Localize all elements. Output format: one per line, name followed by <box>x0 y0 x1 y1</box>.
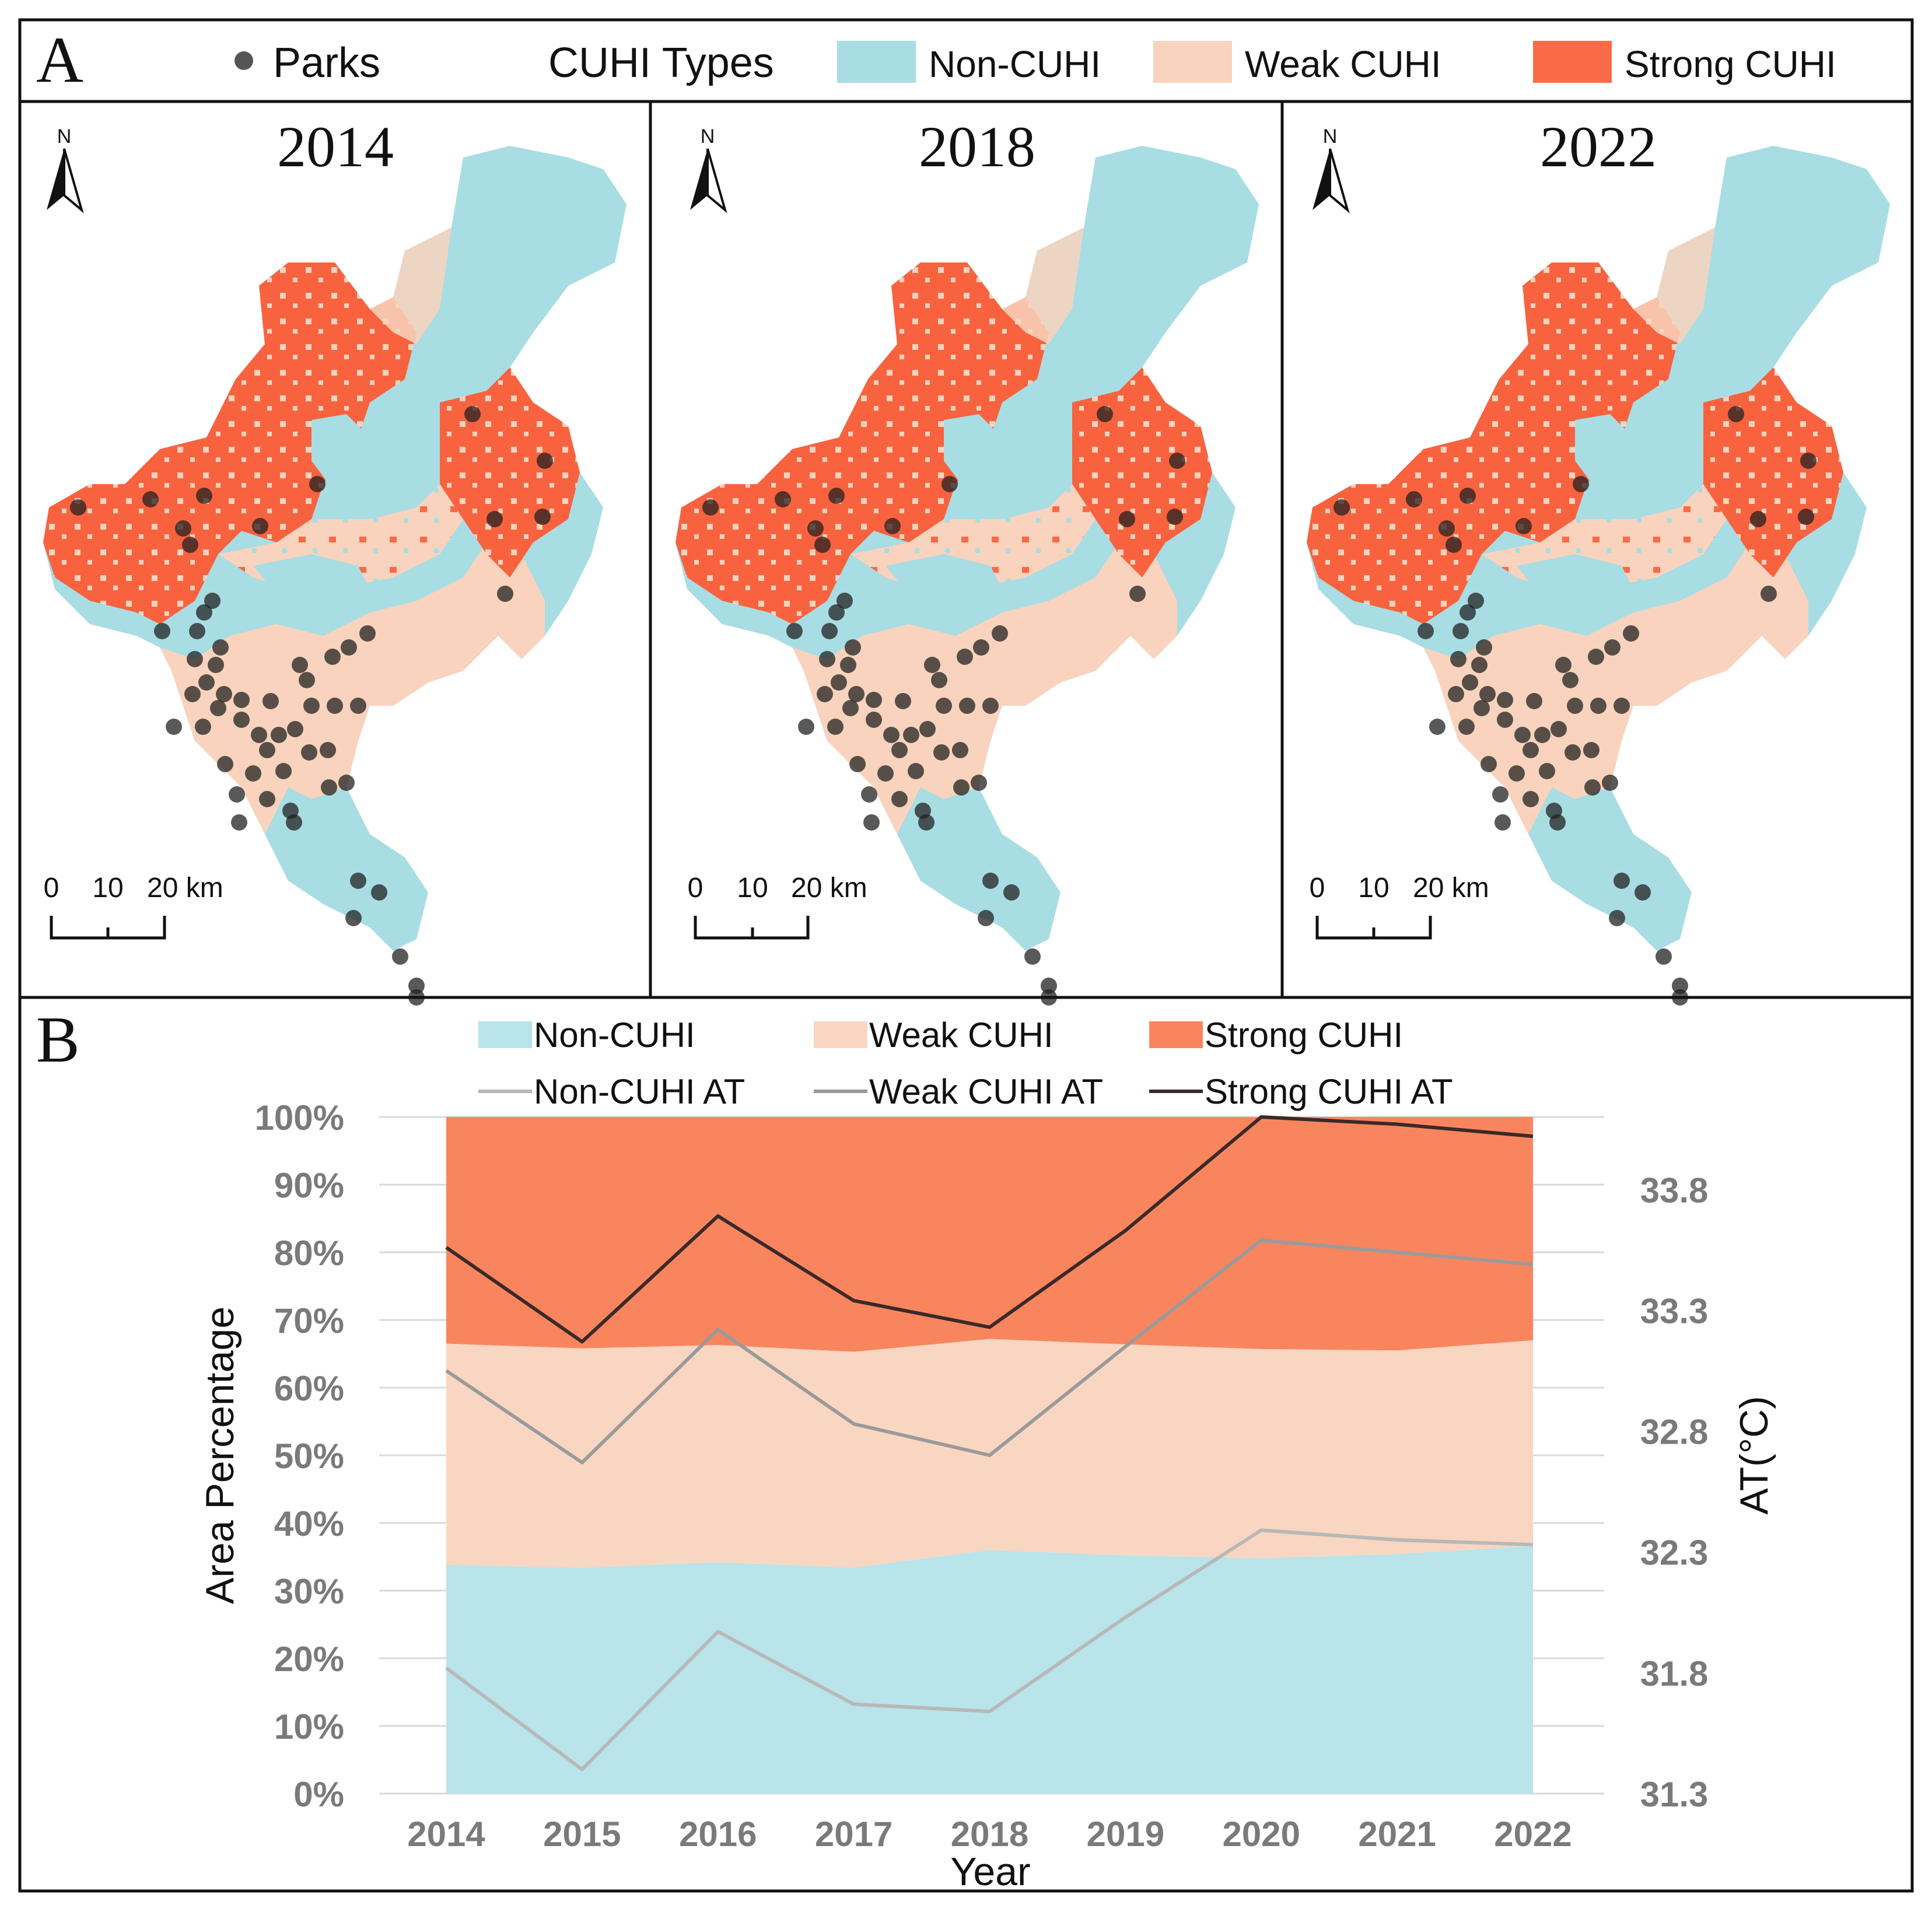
north-label-2022: N <box>1323 125 1338 148</box>
y-tick-label: 0% <box>293 1775 344 1814</box>
legend-label-weak-cuhi: Weak CUHI <box>1245 43 1441 85</box>
legend-label: Weak CUHI AT <box>869 1072 1103 1111</box>
line-layer <box>445 1115 1534 1771</box>
y2-tick-label: 32.8 <box>1640 1413 1709 1452</box>
x-tick-label: 2014 <box>407 1815 485 1854</box>
scale-tick-10-2022: 10 <box>1358 873 1389 904</box>
x-tick-label: 2021 <box>1358 1815 1436 1854</box>
north-label-2014: N <box>57 125 72 148</box>
map-year-2022: 2022 <box>1540 114 1657 179</box>
panel-a: A Parks CUHI Types Non-CUHI Weak CUHI St… <box>18 18 1914 1006</box>
axis-layer: 0% 10% 20% 30% 40% 50% 60% 70% 80% 90% 100% 31.3 31.… <box>255 1098 1709 1854</box>
y2-axis-title: AT(°C) <box>1732 1396 1776 1514</box>
north-label-2018: N <box>701 125 715 148</box>
y-tick-label: 30% <box>274 1572 344 1611</box>
panel-b-label: B <box>36 1004 80 1076</box>
parks-legend-label: Parks <box>273 40 380 86</box>
legend-swatch-strong-cuhi <box>1533 41 1612 83</box>
y-tick-label: 90% <box>274 1166 344 1205</box>
x-tick-label: 2022 <box>1494 1815 1572 1854</box>
y-tick-label: 40% <box>274 1504 344 1543</box>
legend-swatch-weak-cuhi <box>1153 41 1232 83</box>
map-2022: 2022 N 0 10 20 km <box>1307 114 1890 1006</box>
map-year-2014: 2014 <box>277 114 394 179</box>
map-2014: 2014 N 0 10 20 km <box>43 114 626 1006</box>
y-tick-label: 20% <box>274 1640 344 1679</box>
chart-legend: Non-CUHI Weak CUHI Strong CUHI Non-CUHI AT W… <box>478 1015 1453 1111</box>
legend-label-non-cuhi: Non-CUHI <box>929 43 1101 85</box>
y-tick-label: 10% <box>274 1707 344 1746</box>
panel-b: B Non-CUHI Weak CUHI Strong CUHI Non-CUHI A… <box>18 996 1914 1894</box>
y-tick-label: 100% <box>255 1098 344 1137</box>
y2-tick-label: 33.8 <box>1640 1171 1709 1210</box>
area-strong-cuhi <box>446 1117 1533 1352</box>
scale-bar-2022 <box>1315 916 1432 940</box>
x-tick-label: 2015 <box>543 1815 621 1854</box>
north-arrow-icon <box>690 148 727 213</box>
y-tick-label: 70% <box>274 1301 344 1340</box>
scale-tick-10-2014: 10 <box>92 873 123 904</box>
y-tick-label: 80% <box>274 1234 344 1273</box>
y2-tick-label: 31.8 <box>1640 1654 1709 1693</box>
x-tick-label: 2018 <box>951 1815 1028 1854</box>
scale-tick-20-2018: 20 km <box>791 873 867 904</box>
x-tick-label: 2019 <box>1087 1815 1164 1854</box>
legend-swatch <box>814 1021 867 1048</box>
scale-bar-2018 <box>694 916 810 940</box>
y2-tick-label: 31.3 <box>1640 1775 1709 1814</box>
map-2018: 2018 N 0 10 20 km <box>676 114 1259 1006</box>
panel-a-label: A <box>36 24 83 96</box>
x-tick-label: 2016 <box>679 1815 757 1854</box>
scale-tick-20-2022: 20 km <box>1413 873 1489 904</box>
y-tick-label: 50% <box>274 1437 344 1476</box>
cuhi-map-2018 <box>676 146 1259 951</box>
legend-swatch-non-cuhi <box>837 41 916 83</box>
scale-tick-20-2014: 20 km <box>147 873 223 904</box>
line-strong-cuhi-at <box>445 1115 1534 1344</box>
scale-tick-0-2018: 0 <box>688 873 704 904</box>
legend-label: Strong CUHI AT <box>1205 1072 1453 1111</box>
scale-tick-0-2014: 0 <box>44 873 60 904</box>
north-arrow-icon <box>1312 148 1350 213</box>
scale-bar-2014 <box>50 916 166 940</box>
cuhi-map-2014 <box>43 146 626 951</box>
y-tick-label: 60% <box>274 1369 344 1408</box>
legend-swatch <box>478 1021 532 1048</box>
legend-swatch <box>1149 1021 1203 1048</box>
line-non-cuhi-at <box>445 1528 1534 1771</box>
cuhi-map-2022 <box>1307 146 1890 951</box>
cuhi-types-title: CUHI Types <box>548 40 774 86</box>
map-year-2018: 2018 <box>919 114 1035 179</box>
legend-label: Non-CUHI AT <box>534 1072 745 1111</box>
legend-label: Weak CUHI <box>869 1015 1054 1055</box>
legend-label: Strong CUHI <box>1205 1015 1403 1055</box>
y-axis-title: Area Percentage <box>198 1307 242 1604</box>
x-axis-title: Year <box>950 1850 1030 1894</box>
y2-tick-label: 33.3 <box>1640 1291 1709 1330</box>
x-tick-label: 2020 <box>1223 1815 1300 1854</box>
parks-legend-dot <box>235 51 253 70</box>
panel-b-frame <box>18 996 1914 1893</box>
legend-label-strong-cuhi: Strong CUHI <box>1625 43 1836 85</box>
scale-tick-0-2022: 0 <box>1310 873 1325 904</box>
y2-tick-label: 32.3 <box>1640 1533 1709 1573</box>
north-arrow-icon <box>47 148 84 213</box>
area-non-cuhi <box>446 1546 1533 1794</box>
legend-label: Non-CUHI <box>534 1015 695 1055</box>
line-weak-cuhi-at <box>445 1238 1534 1465</box>
scale-tick-10-2018: 10 <box>737 873 768 904</box>
x-tick-label: 2017 <box>815 1815 892 1854</box>
